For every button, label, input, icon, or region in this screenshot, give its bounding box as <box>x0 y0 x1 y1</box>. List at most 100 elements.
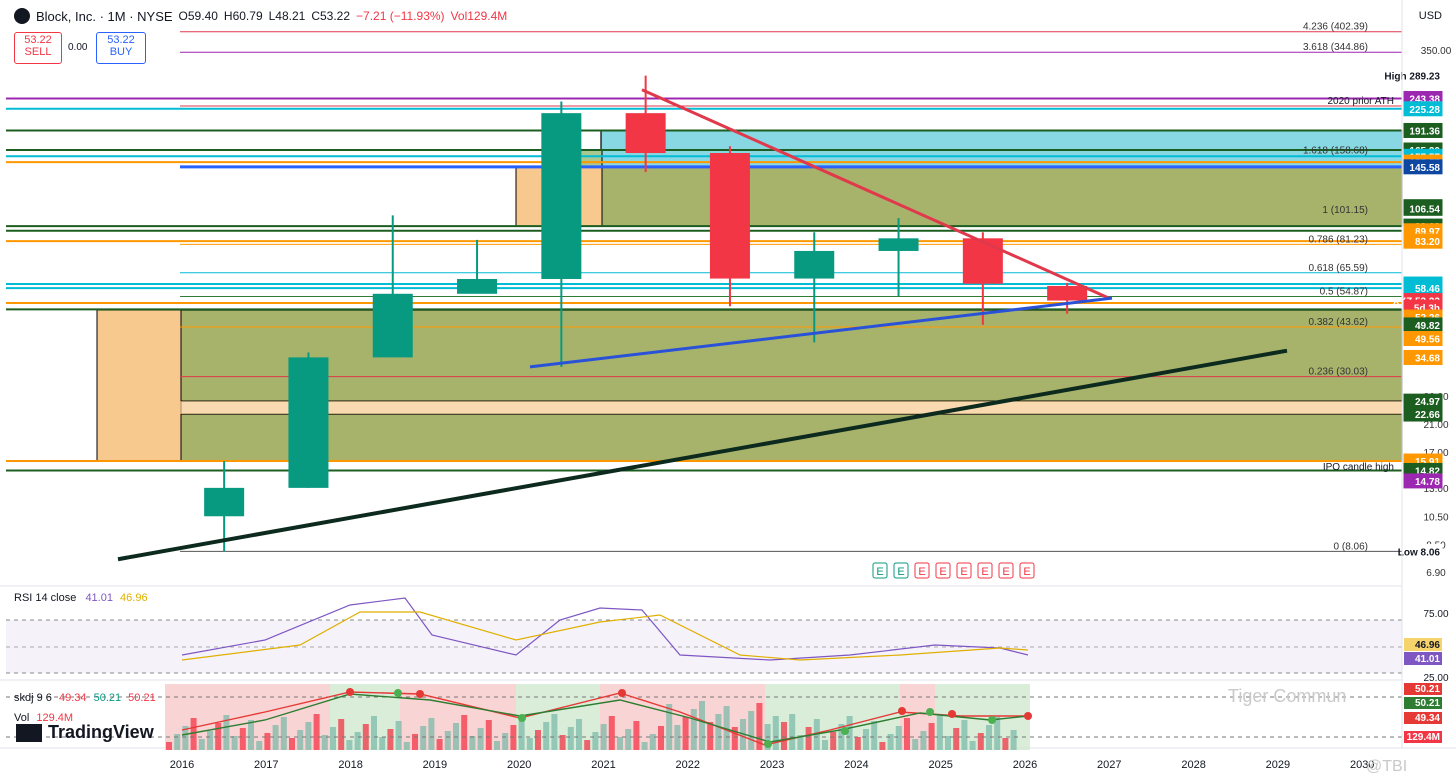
sell-button[interactable]: 53.22 SELL <box>14 32 62 64</box>
volume-bar-95 <box>945 736 951 750</box>
candle-body-2019 <box>457 278 498 294</box>
price-label-bg-0 <box>1403 68 1443 84</box>
volume-bar-44 <box>526 738 533 750</box>
x-tick-6: 2022 <box>676 759 700 771</box>
volume-bar-37 <box>469 736 476 750</box>
fib-label-8: 0.236 (30.03) <box>1309 367 1369 378</box>
volume-legend[interactable]: Vol 129.4M <box>14 712 73 724</box>
earnings-marker-bg-6 <box>998 562 1014 579</box>
trendline-support <box>529 296 1113 369</box>
rsi-line <box>181 597 1029 661</box>
spread-value: 0.00 <box>68 42 88 53</box>
volume-bar-21 <box>338 719 345 750</box>
volume-bar-98 <box>969 741 976 750</box>
earnings-marker-bg-4 <box>956 562 972 579</box>
volume-bar-10 <box>248 720 254 750</box>
volume-bar-91 <box>912 739 919 750</box>
fib-label-6: 0.5 (54.87) <box>1320 286 1368 297</box>
x-tick-5: 2021 <box>591 759 615 771</box>
skdj-cross-dot-9 <box>948 710 956 718</box>
x-tick-4: 2020 <box>507 759 531 771</box>
candle-body-2016 <box>204 487 245 517</box>
candle-body-2018 <box>372 293 413 358</box>
volume-bar-84 <box>854 737 861 750</box>
volume-bar-58 <box>641 742 648 750</box>
volume-bar-41 <box>502 733 509 750</box>
volume-bar-39 <box>485 720 492 750</box>
volume-bar-2 <box>182 726 189 750</box>
volume-bar-76 <box>789 714 796 750</box>
volume-bar-101 <box>994 717 1001 750</box>
earnings-marker-bg-2 <box>914 562 930 579</box>
price-label-22: 22.66 <box>1415 410 1440 421</box>
volume-bar-34 <box>444 731 451 750</box>
skdj-k: 49.34 <box>58 692 87 704</box>
fib-label-1: 3.618 (344.86) <box>1303 42 1368 53</box>
skdj-cross-dot-11 <box>1024 712 1032 720</box>
volume-bar-38 <box>477 728 484 750</box>
buy-label: BUY <box>109 46 133 58</box>
candle-body-2025 <box>962 238 1003 284</box>
volume-bar-3 <box>190 718 197 750</box>
buy-price: 53.22 <box>107 34 135 46</box>
volume-bar-61 <box>666 704 673 750</box>
tradingview-logo[interactable]: TradingView <box>16 722 154 743</box>
volume-bar-86 <box>871 721 878 750</box>
earnings-marker-4: E <box>960 566 967 578</box>
volume-bar-60 <box>658 726 664 750</box>
skdj-k-label: 49.34 <box>1415 713 1440 724</box>
skdj-d-label-bg <box>1404 697 1442 709</box>
skdj-legend[interactable]: skdj 9 6 49.34 50.21 50.21 <box>14 692 156 704</box>
earnings-marker-7: E <box>1023 566 1030 578</box>
volume-bar-28 <box>395 721 402 750</box>
fib-label-4: 0.786 (81.23) <box>1309 234 1369 245</box>
volume-bar-81 <box>830 732 837 750</box>
rsi-ma-line <box>181 611 1029 661</box>
volume-bar-65 <box>699 701 705 750</box>
volume-bar-29 <box>403 742 410 750</box>
candle-body-2024 <box>878 238 919 251</box>
earnings-marker-5: E <box>981 566 988 578</box>
rsi-ma-value: 46.96 <box>120 592 148 604</box>
volume-bar-36 <box>461 715 468 750</box>
volume-bar-97 <box>961 720 968 750</box>
volume-bar-20 <box>330 727 336 750</box>
skdj-cross-dot-4 <box>618 689 626 697</box>
annotation-prior-ath: 2020 prior ATH <box>1327 96 1394 107</box>
tradingview-mark-icon <box>16 723 42 742</box>
volume-bar-53 <box>600 724 607 750</box>
x-tick-13: 2029 <box>1266 759 1290 771</box>
buy-button[interactable]: 53.22 BUY <box>96 32 146 64</box>
skdj-cross-dot-3 <box>518 714 526 722</box>
volume-bar-57 <box>633 721 640 750</box>
volume-bar-16 <box>297 730 304 750</box>
volume-bar-9 <box>239 728 246 750</box>
candle-body-2021 <box>625 113 666 154</box>
volume-bar-11 <box>256 741 263 750</box>
volume-bar-103 <box>1010 730 1017 750</box>
watermark-handle: @TBI <box>1366 758 1408 775</box>
demand-zone-upper <box>179 309 1403 402</box>
volume-bar-83 <box>846 716 853 750</box>
fib-label-2: 1.618 (158.68) <box>1303 145 1368 156</box>
x-tick-8: 2024 <box>844 759 868 771</box>
symbol-title[interactable]: Block, Inc. · 1M · NYSE <box>36 8 173 24</box>
volume-bar-90 <box>904 718 910 750</box>
volume-bar-68 <box>723 706 730 750</box>
volume-bar-25 <box>371 716 377 750</box>
volume-bar-30 <box>412 734 418 750</box>
rsi-legend[interactable]: RSI 14 close 41.01 46.96 <box>14 592 148 604</box>
volume-bar-78 <box>805 727 812 750</box>
volume-bar-64 <box>690 709 697 750</box>
ohlc-change: −7.21 (−11.93%) <box>356 9 445 23</box>
volume-bar-26 <box>379 737 386 750</box>
volume-bar-80 <box>822 740 828 750</box>
skdj-cross-dot-0 <box>346 688 354 696</box>
earnings-marker-2: E <box>918 566 925 578</box>
annotation-ipo-high: IPO candle high <box>1323 462 1394 473</box>
x-tick-7: 2023 <box>760 759 784 771</box>
earnings-marker-bg-0 <box>872 562 888 579</box>
currency-selector[interactable]: USD <box>1418 10 1442 22</box>
rsi-tick-75: 75.00 <box>1423 609 1448 620</box>
